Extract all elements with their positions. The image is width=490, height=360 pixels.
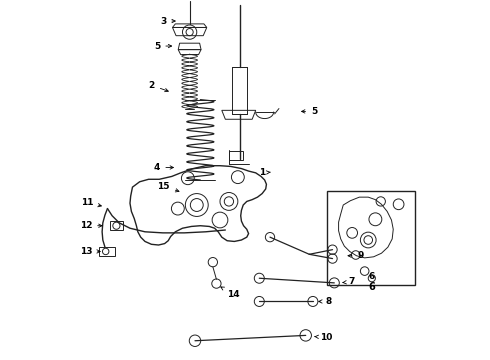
Text: 7: 7 xyxy=(343,277,355,286)
Text: 8: 8 xyxy=(319,297,332,306)
Text: 4: 4 xyxy=(154,163,173,172)
Text: 14: 14 xyxy=(221,287,240,299)
Text: 9: 9 xyxy=(348,251,364,260)
Text: 2: 2 xyxy=(149,81,168,92)
Text: 15: 15 xyxy=(157,182,179,192)
Text: 1: 1 xyxy=(259,168,270,177)
Text: 6: 6 xyxy=(368,272,375,281)
Text: 12: 12 xyxy=(79,221,102,230)
Bar xyxy=(110,221,123,230)
Text: 13: 13 xyxy=(79,247,100,256)
Text: 5: 5 xyxy=(301,107,318,116)
Text: 5: 5 xyxy=(154,41,172,50)
Bar xyxy=(232,67,247,114)
Text: 10: 10 xyxy=(315,333,332,342)
Text: 11: 11 xyxy=(81,198,101,207)
Text: 3: 3 xyxy=(160,17,175,26)
Bar xyxy=(327,191,415,285)
Text: 6: 6 xyxy=(368,282,375,292)
